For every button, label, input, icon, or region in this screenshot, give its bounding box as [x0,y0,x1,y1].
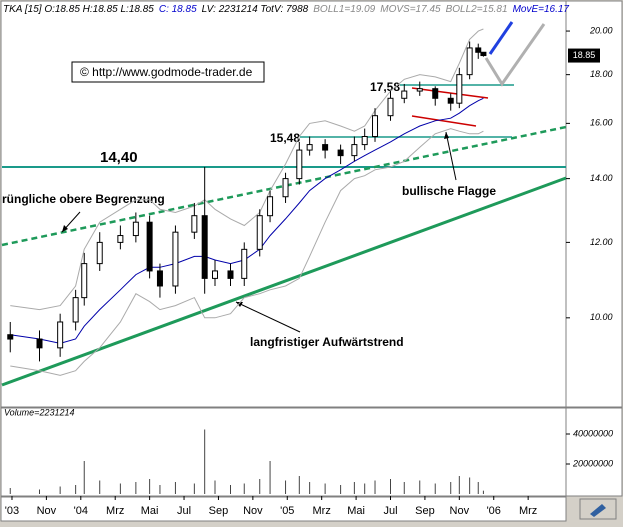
time-axis-area [0,496,567,522]
volume-axis-area [565,407,623,497]
tool-icon [590,504,606,517]
x-tick-label: Jul [177,505,191,517]
candle-body [172,231,179,287]
x-tick-label: Mai [141,505,159,517]
flag-line [411,115,477,127]
last-price-box [568,48,600,63]
x-tick-label: Mrz [106,505,124,517]
header-item: LV: 2231214 TotV: 7988 [202,4,309,15]
x-tick-label: '05 [280,505,294,517]
x-tick-label: '06 [487,505,501,517]
annotation: bullische Flagge [402,184,496,198]
flag-line [411,87,489,99]
header-item: TKA [15] O:18.85 H:18.85 L:18.85 [3,4,154,15]
x-tick-label: Nov [37,505,57,517]
candle-body [480,51,487,57]
candle-body [191,215,198,233]
level-label: 17,58 [370,80,400,94]
candle-body [432,88,439,99]
pointer-head [236,302,243,307]
pointer [235,301,301,333]
candle-body [466,47,473,76]
header-item: MovE=16.17 [513,4,570,15]
x-tick-label: Mrz [313,505,331,517]
candle-body [132,221,139,237]
candle-body [72,297,79,323]
candle-body [456,74,463,104]
candle-body [267,196,274,217]
candle-body [322,144,329,151]
header-item: C: 18.85 [159,4,197,15]
candle-body [416,88,423,92]
candle-body [117,235,124,243]
candle-body [146,221,153,272]
pointer [445,131,457,181]
level-label: 15,48 [270,131,300,145]
pointer-head [62,225,68,232]
volume-area [0,407,567,497]
header-item: MOVS=17.45 [380,4,441,15]
projection-path [484,23,546,87]
x-tick-label: '04 [74,505,88,517]
pointer-head [444,132,449,139]
indicator-line [10,97,484,344]
copyright: © http://www.godmode-trader.de [80,65,253,79]
candle-body [7,334,14,340]
projection-arrow [488,21,514,55]
volume-label: Volume=2231214 [4,407,74,417]
candle-body [282,178,289,198]
candle-body [296,149,303,180]
copyright-box [71,61,265,83]
volume-tick-label: 20000000 [572,458,613,468]
y-tick-label: 16.00 [590,118,613,128]
candle-body [156,270,163,287]
candle-body [387,97,394,117]
candle-body [57,321,64,349]
header-item: BOLL2=15.81 [446,4,508,15]
candle-body [241,248,248,279]
annotation: rüngliche obere Begrenzung [2,192,165,206]
header-item: BOLL1=19.09 [313,4,375,15]
last-price: 18.85 [573,50,596,60]
candle-body [212,270,219,279]
candle-body [351,144,358,157]
price-axis-area [565,0,623,408]
x-tick-label: Nov [243,505,263,517]
x-tick-label: Mai [347,505,365,517]
upper-bound-line [1,125,567,247]
x-tick-label: Sep [415,505,435,517]
y-tick-label: 18.00 [590,69,613,79]
candle-body [201,215,208,279]
volume-tick-label: 40000000 [573,428,613,438]
x-tick-label: Mrz [519,505,537,517]
x-tick-label: '03 [5,505,19,517]
y-tick-label: 10.00 [590,312,613,322]
candle-body [447,97,454,104]
header: TKA [15] O:18.85 H:18.85 L:18.85 C: 18.85… [3,4,569,15]
candle-body [306,144,313,151]
candle-body [256,215,263,250]
candle-body [227,270,234,279]
candle-body [337,149,344,157]
candle-body [372,115,379,138]
candle-body [361,136,368,146]
y-tick-label: 20.00 [589,25,613,35]
candle-body [81,263,88,299]
candle-body [475,47,482,53]
candle-body [36,338,43,349]
candle-body [96,241,103,265]
y-tick-label: 14.00 [590,173,613,183]
y-tick-label: 12.00 [590,237,613,247]
annotation: langfristiger Aufwärtstrend [250,335,404,349]
level-label: 14,40 [100,149,138,166]
indicator-line [10,28,484,311]
candle-body [401,90,408,99]
indicator-line [10,128,484,376]
x-tick-label: Jul [383,505,397,517]
x-tick-label: Sep [209,505,229,517]
x-tick-label: Nov [450,505,470,517]
